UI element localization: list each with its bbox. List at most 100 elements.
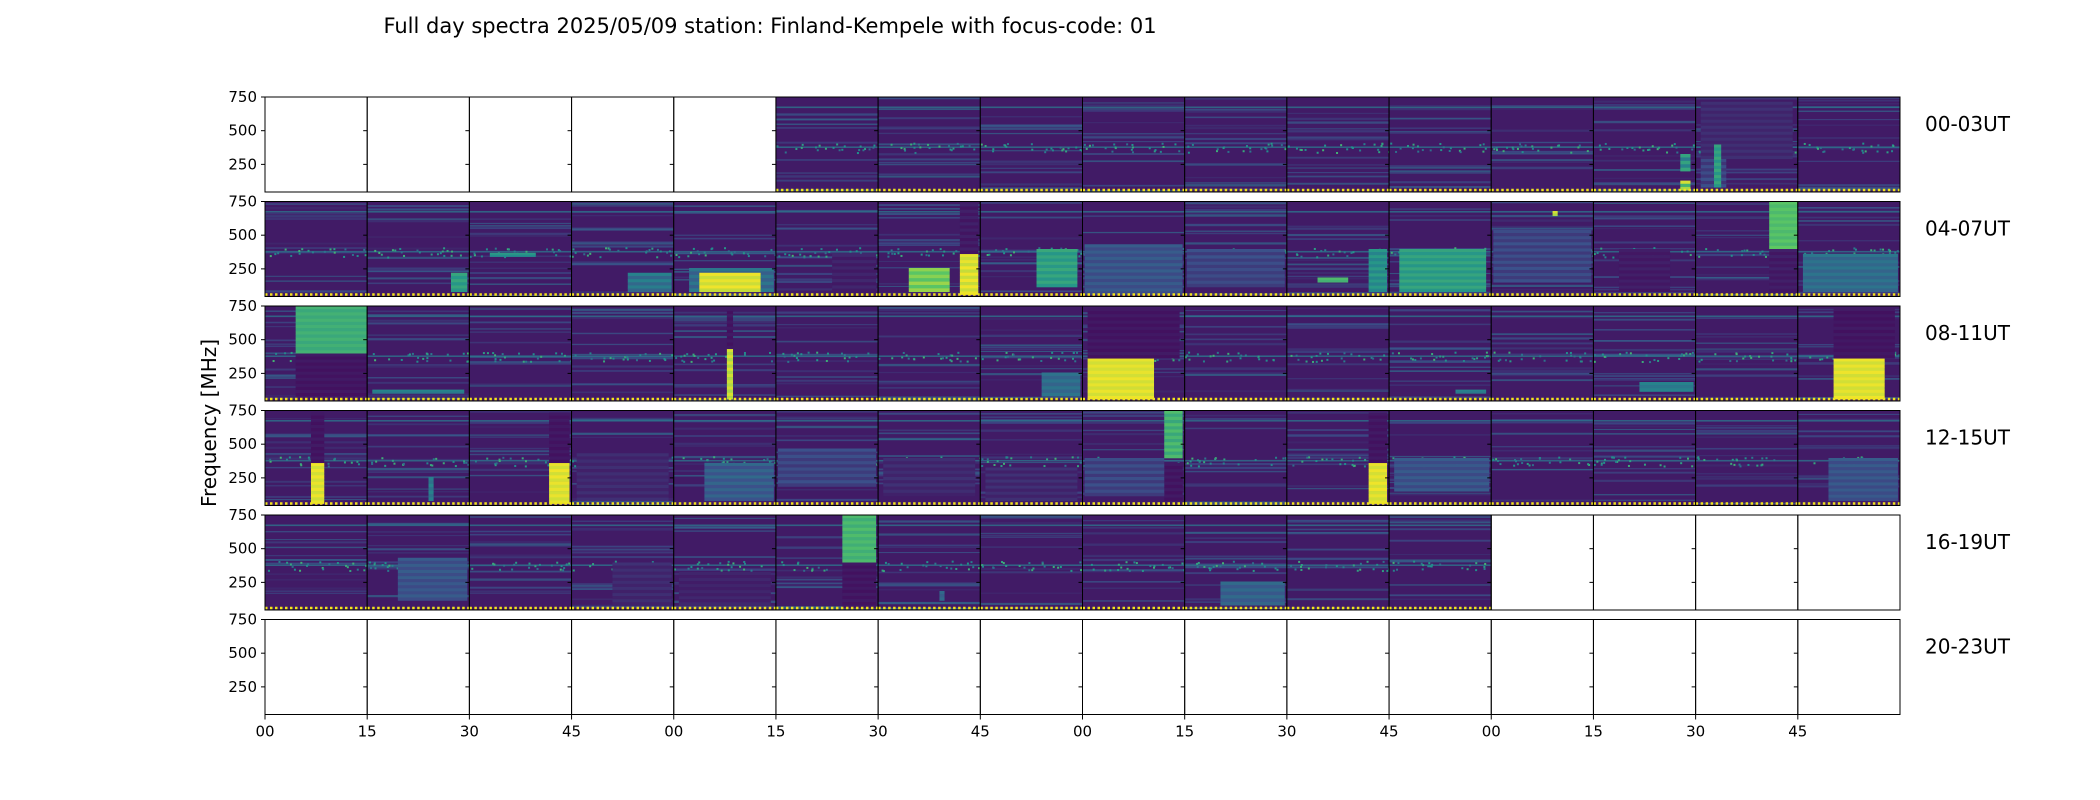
spectrum-panel bbox=[363, 305, 470, 402]
spectrum-panel bbox=[567, 96, 675, 193]
row-time-label: 08-11UT bbox=[1925, 321, 2011, 345]
y-tick-label: 500 bbox=[228, 435, 257, 453]
spectrum-panel bbox=[465, 201, 573, 297]
spectrum-panel bbox=[669, 410, 777, 506]
spectrum-panel bbox=[1282, 410, 1390, 506]
spectrum-panel bbox=[771, 201, 879, 297]
spectrum-panel bbox=[1282, 96, 1390, 193]
spectrum-panel bbox=[1385, 619, 1492, 715]
y-tick-label: 750 bbox=[228, 297, 257, 315]
spectrum-panel bbox=[1691, 619, 1799, 715]
y-tick-label: 500 bbox=[228, 644, 257, 662]
row-time-label: 00-03UT bbox=[1925, 112, 2011, 136]
spectrum-panel bbox=[976, 619, 1083, 715]
spectrum-panel bbox=[1078, 96, 1186, 193]
spectrum-panel bbox=[1078, 201, 1186, 297]
spectrum-panel bbox=[1589, 410, 1697, 506]
y-tick-label: 750 bbox=[228, 402, 257, 420]
x-tick-label: 15 bbox=[766, 723, 785, 741]
spectrum-panel bbox=[567, 305, 675, 402]
spectrum-panel bbox=[465, 96, 573, 193]
spectrum-panel bbox=[669, 305, 777, 402]
spectrum-panel bbox=[1691, 96, 1799, 193]
spectrum-panel bbox=[465, 619, 573, 715]
spectrum-panel bbox=[261, 201, 368, 297]
y-tick-label: 500 bbox=[228, 331, 257, 349]
spectrum-panel bbox=[465, 410, 573, 506]
spectrum-panel bbox=[771, 514, 879, 611]
x-tick-label: 15 bbox=[1584, 723, 1603, 741]
spectrum-panel bbox=[1589, 96, 1697, 193]
spectrum-panel bbox=[874, 96, 981, 193]
y-tick-label: 750 bbox=[228, 193, 257, 211]
spectrum-panel bbox=[669, 201, 777, 297]
y-tick-label: 250 bbox=[228, 573, 257, 591]
spectrum-panel bbox=[1487, 619, 1594, 715]
y-axis-label: Frequency [MHz] bbox=[197, 339, 221, 507]
spectrum-panel bbox=[1793, 619, 1901, 715]
spectrum-panel bbox=[976, 514, 1083, 611]
spectrum-panel bbox=[1691, 201, 1799, 297]
spectrum-panel bbox=[1793, 305, 1901, 402]
spectrum-panel bbox=[1487, 514, 1594, 611]
spectrum-panel bbox=[465, 514, 573, 611]
spectrum-panel bbox=[1180, 201, 1288, 297]
x-tick-label: 30 bbox=[1277, 723, 1296, 741]
x-tick-label: 15 bbox=[1175, 723, 1194, 741]
x-tick-label: 00 bbox=[1482, 723, 1501, 741]
row-time-label: 20-23UT bbox=[1925, 635, 2011, 659]
x-tick-label: 15 bbox=[358, 723, 377, 741]
spectrum-panel bbox=[261, 619, 368, 715]
spectrum-panel bbox=[1385, 201, 1492, 297]
row-time-label: 12-15UT bbox=[1925, 426, 2011, 450]
spectrum-panel bbox=[261, 514, 368, 611]
spectrum-panel bbox=[1589, 514, 1697, 611]
spectrum-panel bbox=[1385, 305, 1492, 402]
spectrum-panel bbox=[261, 305, 368, 402]
spectrum-panel bbox=[1793, 514, 1901, 611]
spectrum-panel bbox=[1691, 305, 1799, 402]
spectrum-panel bbox=[1487, 201, 1594, 297]
spectrum-panel bbox=[567, 410, 675, 506]
spectrum-panel bbox=[567, 201, 675, 297]
spectrum-panel bbox=[976, 410, 1083, 506]
y-tick-label: 750 bbox=[228, 611, 257, 629]
y-tick-label: 250 bbox=[228, 260, 257, 278]
y-tick-label: 250 bbox=[228, 469, 257, 487]
spectrum-panel bbox=[1487, 410, 1594, 506]
y-tick-label: 500 bbox=[228, 122, 257, 140]
spectrum-panel bbox=[567, 514, 675, 611]
spectrum-panel bbox=[1691, 514, 1799, 611]
spectrum-panel bbox=[771, 305, 879, 402]
x-tick-label: 30 bbox=[460, 723, 479, 741]
spectrum-panel bbox=[1078, 619, 1186, 715]
chart-title: Full day spectra 2025/05/09 station: Fin… bbox=[383, 14, 1156, 38]
spectrum-panel bbox=[976, 305, 1083, 402]
spectrum-panel bbox=[1282, 201, 1390, 297]
x-tick-label: 45 bbox=[971, 723, 990, 741]
spectrum-panel bbox=[1078, 410, 1186, 506]
spectrum-panel bbox=[1691, 410, 1799, 506]
spectrum-panel bbox=[1385, 96, 1492, 193]
spectrum-panel bbox=[1180, 619, 1288, 715]
spectrum-panel bbox=[1385, 410, 1492, 506]
spectrum-panel bbox=[874, 410, 981, 506]
spectrum-panel bbox=[363, 514, 470, 611]
y-tick-label: 500 bbox=[228, 540, 257, 558]
spectrum-panel bbox=[976, 96, 1083, 193]
y-tick-label: 500 bbox=[228, 226, 257, 244]
spectrum-panel bbox=[363, 410, 470, 506]
spectrum-panel bbox=[1282, 619, 1390, 715]
spectrum-panel bbox=[874, 305, 981, 402]
spectrum-panel bbox=[669, 619, 777, 715]
spectrum-panel bbox=[363, 96, 470, 193]
spectrum-panel bbox=[1589, 305, 1697, 402]
spectrum-panel bbox=[261, 410, 368, 506]
spectra-grid: 750 500 250 00-03UT 750 500 250 04-07UT 750 500 25… bbox=[228, 88, 2010, 741]
spectrum-panel bbox=[874, 619, 981, 715]
x-tick-label: 00 bbox=[664, 723, 683, 741]
x-tick-label: 00 bbox=[255, 723, 274, 741]
spectrum-panel bbox=[1078, 514, 1186, 611]
spectrum-panel bbox=[363, 201, 470, 297]
